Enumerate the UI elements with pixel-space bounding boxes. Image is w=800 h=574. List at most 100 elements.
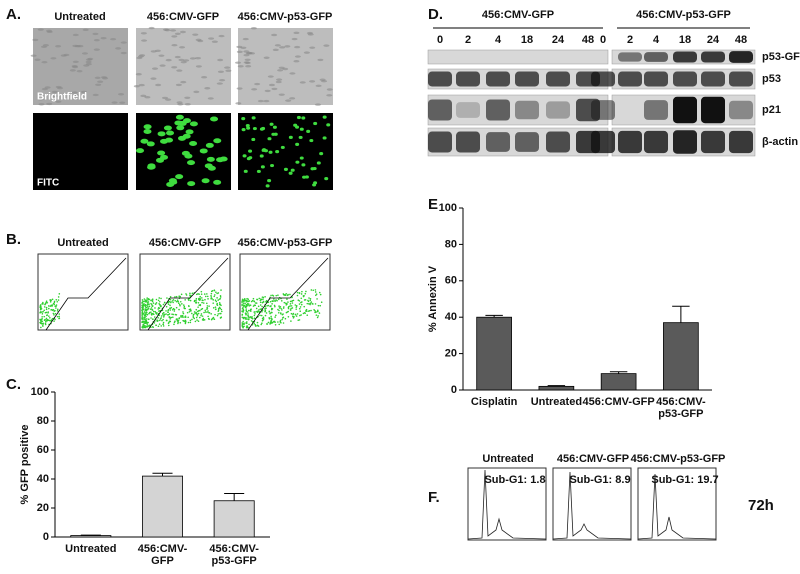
event <box>210 290 213 293</box>
event <box>43 319 46 321</box>
event <box>165 313 167 315</box>
event <box>189 292 191 295</box>
event <box>253 322 255 325</box>
event <box>45 300 48 303</box>
gfp-cell <box>299 127 304 131</box>
event <box>270 294 272 297</box>
y-tick-label: 100 <box>439 202 457 214</box>
event <box>150 307 153 309</box>
event <box>210 297 212 300</box>
event <box>47 312 49 314</box>
cell <box>111 101 118 104</box>
event <box>155 324 157 327</box>
event <box>250 320 253 322</box>
event <box>197 312 200 315</box>
gfp-cell <box>252 126 257 131</box>
event <box>290 307 292 310</box>
cell <box>194 56 201 60</box>
event <box>44 323 47 326</box>
event <box>157 316 159 319</box>
y-tick-label: 80 <box>37 415 49 427</box>
band <box>644 71 668 87</box>
event <box>289 300 292 303</box>
event <box>241 316 244 319</box>
band <box>729 130 753 154</box>
event <box>243 325 245 328</box>
timepoint: 24 <box>707 34 720 46</box>
band-label: p53-GFP <box>762 51 800 63</box>
event <box>273 298 275 300</box>
event <box>253 311 256 313</box>
event <box>172 299 175 301</box>
event <box>175 295 178 298</box>
event <box>146 305 149 307</box>
gfp-cell <box>143 124 152 130</box>
y-tick-label: 80 <box>445 238 457 250</box>
event <box>213 295 216 298</box>
event <box>181 316 184 318</box>
event <box>47 305 50 307</box>
event <box>182 304 185 306</box>
group-title: 456:CMV-GFP <box>482 9 554 21</box>
cell <box>101 76 108 79</box>
cell <box>165 58 172 62</box>
event <box>259 314 261 317</box>
event <box>210 296 213 298</box>
event <box>170 301 172 304</box>
event <box>189 299 192 302</box>
event <box>265 312 268 314</box>
event <box>191 292 194 295</box>
event <box>146 321 149 324</box>
event <box>199 316 201 319</box>
histogram <box>637 473 717 540</box>
event <box>308 303 310 305</box>
event <box>148 311 151 314</box>
gfp-cell <box>295 125 300 129</box>
cell <box>69 69 76 72</box>
event <box>197 302 200 304</box>
cell <box>195 65 202 68</box>
event <box>179 295 181 298</box>
cell <box>95 83 102 86</box>
event <box>54 309 56 312</box>
cell <box>37 94 44 97</box>
event <box>201 299 204 302</box>
event <box>167 311 169 313</box>
event <box>142 300 144 303</box>
event <box>206 311 208 313</box>
event <box>193 299 196 302</box>
event <box>261 301 264 304</box>
bar <box>476 316 512 391</box>
event <box>188 310 191 313</box>
event <box>169 304 171 307</box>
band <box>428 99 452 121</box>
cell <box>293 31 300 35</box>
cell <box>299 81 306 84</box>
event <box>264 314 267 317</box>
event <box>270 317 272 319</box>
event <box>268 317 271 319</box>
event <box>190 310 192 312</box>
cell <box>250 27 257 30</box>
event <box>204 298 206 301</box>
event <box>141 325 144 327</box>
cell <box>291 37 298 41</box>
event <box>210 294 212 297</box>
histogram <box>552 471 632 540</box>
cell <box>155 83 162 87</box>
cell <box>285 99 292 102</box>
gfp-cell <box>267 179 272 183</box>
event <box>277 311 280 314</box>
event <box>54 305 56 307</box>
brightfield-image <box>136 28 231 105</box>
event <box>243 316 246 319</box>
band <box>428 71 452 87</box>
event <box>259 301 262 304</box>
event <box>300 303 303 306</box>
cell <box>192 33 199 36</box>
band <box>486 99 510 121</box>
panel-label: E <box>428 196 438 213</box>
band <box>618 130 642 154</box>
event <box>295 306 298 308</box>
gfp-cell <box>178 120 187 126</box>
